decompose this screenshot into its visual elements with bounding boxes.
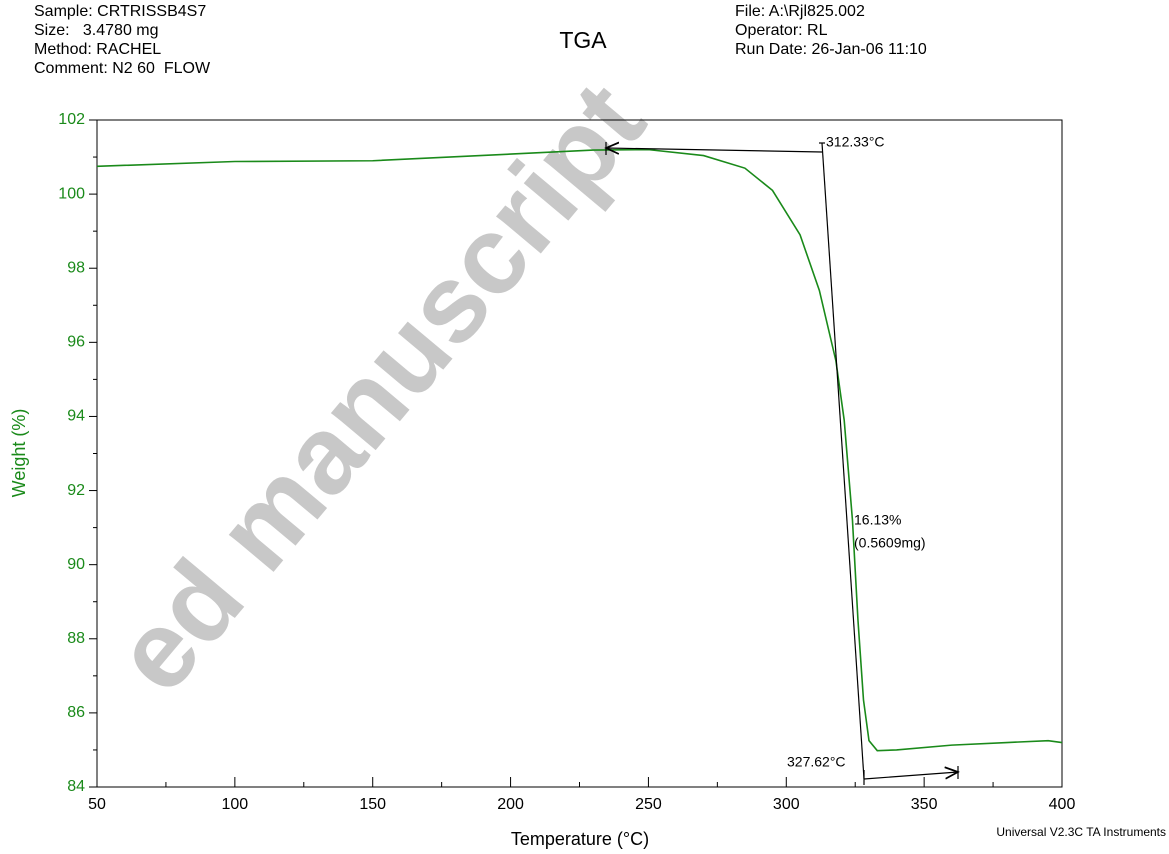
x-tick-label: 100 bbox=[222, 796, 249, 813]
tangent-line bbox=[821, 142, 865, 780]
y-tick-label: 88 bbox=[67, 630, 85, 647]
chart-title: TGA bbox=[559, 27, 607, 53]
x-tick-label: 400 bbox=[1049, 796, 1076, 813]
y-tick-label: 102 bbox=[58, 111, 85, 128]
info-text: Run Date: 26-Jan-06 11:10 bbox=[735, 41, 927, 58]
analysis-lines bbox=[606, 142, 958, 785]
info-text: Sample: CRTRISSB4S7 bbox=[34, 3, 206, 20]
info-text: Operator: RL bbox=[735, 22, 828, 39]
info-text: Method: RACHEL bbox=[34, 41, 161, 58]
y-tick-label: 84 bbox=[67, 778, 85, 795]
plot-area: 50 100 150 200 250 300 350 400 84 86 88 90 92 94 96 98 1… bbox=[58, 111, 1075, 813]
x-tick-label: 50 bbox=[88, 796, 106, 813]
x-tick-label: 200 bbox=[497, 796, 524, 813]
y-tick-label: 86 bbox=[67, 704, 85, 721]
x-tick-label: 250 bbox=[635, 796, 662, 813]
tangent-line bbox=[863, 772, 958, 780]
x-tick-label: 150 bbox=[359, 796, 386, 813]
annotation: 312.33°C bbox=[826, 134, 885, 150]
y-tick-label: 98 bbox=[67, 259, 85, 276]
y-tick-label: 100 bbox=[58, 185, 85, 202]
annotation: (0.5609mg) bbox=[854, 535, 926, 551]
x-tick-label: 350 bbox=[911, 796, 938, 813]
y-tick-label: 92 bbox=[67, 482, 85, 499]
tangent-line bbox=[606, 148, 823, 152]
y-axis-label: Weight (%) bbox=[9, 409, 29, 498]
y-tick-label: 90 bbox=[67, 556, 85, 573]
x-axis-label: Temperature (°C) bbox=[511, 829, 649, 849]
info-text: File: A:\Rjl825.002 bbox=[735, 3, 865, 20]
y-tick-label: 96 bbox=[67, 334, 85, 351]
x-tick-label: 300 bbox=[773, 796, 800, 813]
annotation: 327.62°C bbox=[787, 754, 846, 770]
watermark: ed manuscript bbox=[91, 60, 669, 715]
info-text: Comment: N2 60 FLOW bbox=[34, 60, 211, 77]
footer: Universal V2.3C TA Instruments bbox=[996, 825, 1166, 839]
annotation: 16.13% bbox=[854, 512, 901, 528]
y-tick-label: 94 bbox=[67, 408, 85, 425]
info-text: Size: 3.4780 mg bbox=[34, 22, 159, 39]
